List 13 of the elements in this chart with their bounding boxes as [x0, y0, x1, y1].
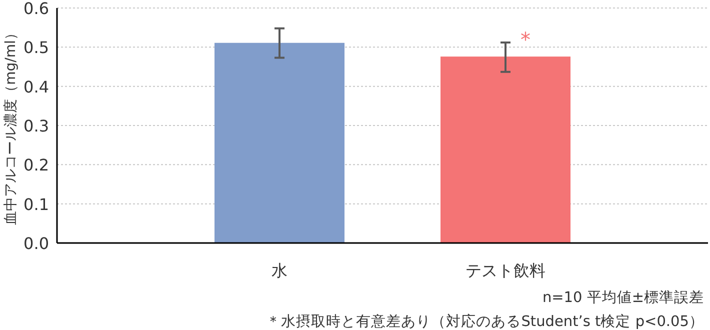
y-tick-label: 0.5 [24, 38, 49, 58]
y-tick-label: 0.1 [24, 194, 49, 214]
x-tick-label: 水 [272, 261, 288, 280]
text: n=10 平均値±標準誤差 [542, 289, 704, 306]
x-tick-label: テスト飲料 [466, 261, 546, 280]
y-tick-label: 0.3 [24, 116, 49, 136]
y-axis-title: 血中アルコール濃度（mg/ml） [3, 26, 19, 225]
annotation: * [520, 27, 530, 52]
y-tick-label: 0.6 [24, 0, 49, 18]
y-tick-label: 0.4 [24, 77, 49, 96]
text: ＊水摂取時と有意差あり（対応のあるStudent’s t検定 p<0.05） [266, 313, 704, 330]
y-tick-label: 0.2 [24, 156, 49, 175]
y-tick-label: 0.0 [24, 234, 49, 253]
